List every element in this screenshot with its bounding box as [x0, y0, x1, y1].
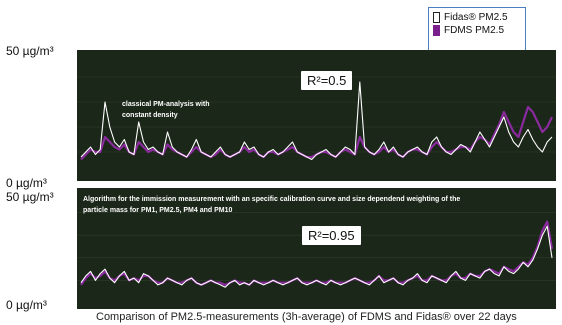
- legend-entry-fdms: FDMS PM2.5: [433, 24, 521, 37]
- legend-swatch-fidas: [433, 12, 440, 23]
- bottom-chart-panel: Algorithm for the immission measurement …: [77, 188, 556, 309]
- top-note-line-1: classical PM-analysis with: [122, 101, 210, 108]
- legend-entry-fidas: Fidas® PM2.5: [433, 11, 521, 24]
- bottom-r2-badge: R²=0.95: [302, 226, 361, 245]
- series-line-fidas: [80, 225, 553, 288]
- legend-swatch-fdms: [433, 25, 440, 36]
- bottom-y-max-label: 50 µg/m³: [6, 190, 54, 204]
- top-chart-panel: classical PM-analysis with constant dens…: [77, 50, 556, 181]
- top-chart-plot: [77, 76, 556, 161]
- bottom-chart-plot: [77, 212, 556, 288]
- legend-label-fidas: Fidas® PM2.5: [444, 12, 508, 23]
- legend-label-fdms: FDMS PM2.5: [444, 25, 505, 36]
- bottom-y-min-label: 0 µg/m³: [6, 298, 47, 312]
- top-r2-badge: R²=0.5: [301, 71, 353, 90]
- chart-caption: Comparison of PM2.5-measurements (3h-ave…: [96, 311, 517, 323]
- bottom-note-line-2: particle mass for PM1, PM2.5, PM4 and PM…: [83, 207, 233, 214]
- series-line-fidas: [80, 81, 553, 161]
- bottom-note-line-1: Algorithm for the immission measurement …: [83, 196, 461, 203]
- top-y-min-label: 0 µg/m³: [6, 176, 47, 190]
- legend: Fidas® PM2.5 FDMS PM2.5: [428, 7, 526, 51]
- top-note-line-2: constant density: [122, 112, 178, 119]
- bottom-panel-note: Algorithm for the immission measurement …: [83, 194, 460, 216]
- top-panel-note: classical PM-analysis with constant dens…: [122, 99, 210, 121]
- top-y-max-label: 50 µg/m³: [6, 44, 54, 58]
